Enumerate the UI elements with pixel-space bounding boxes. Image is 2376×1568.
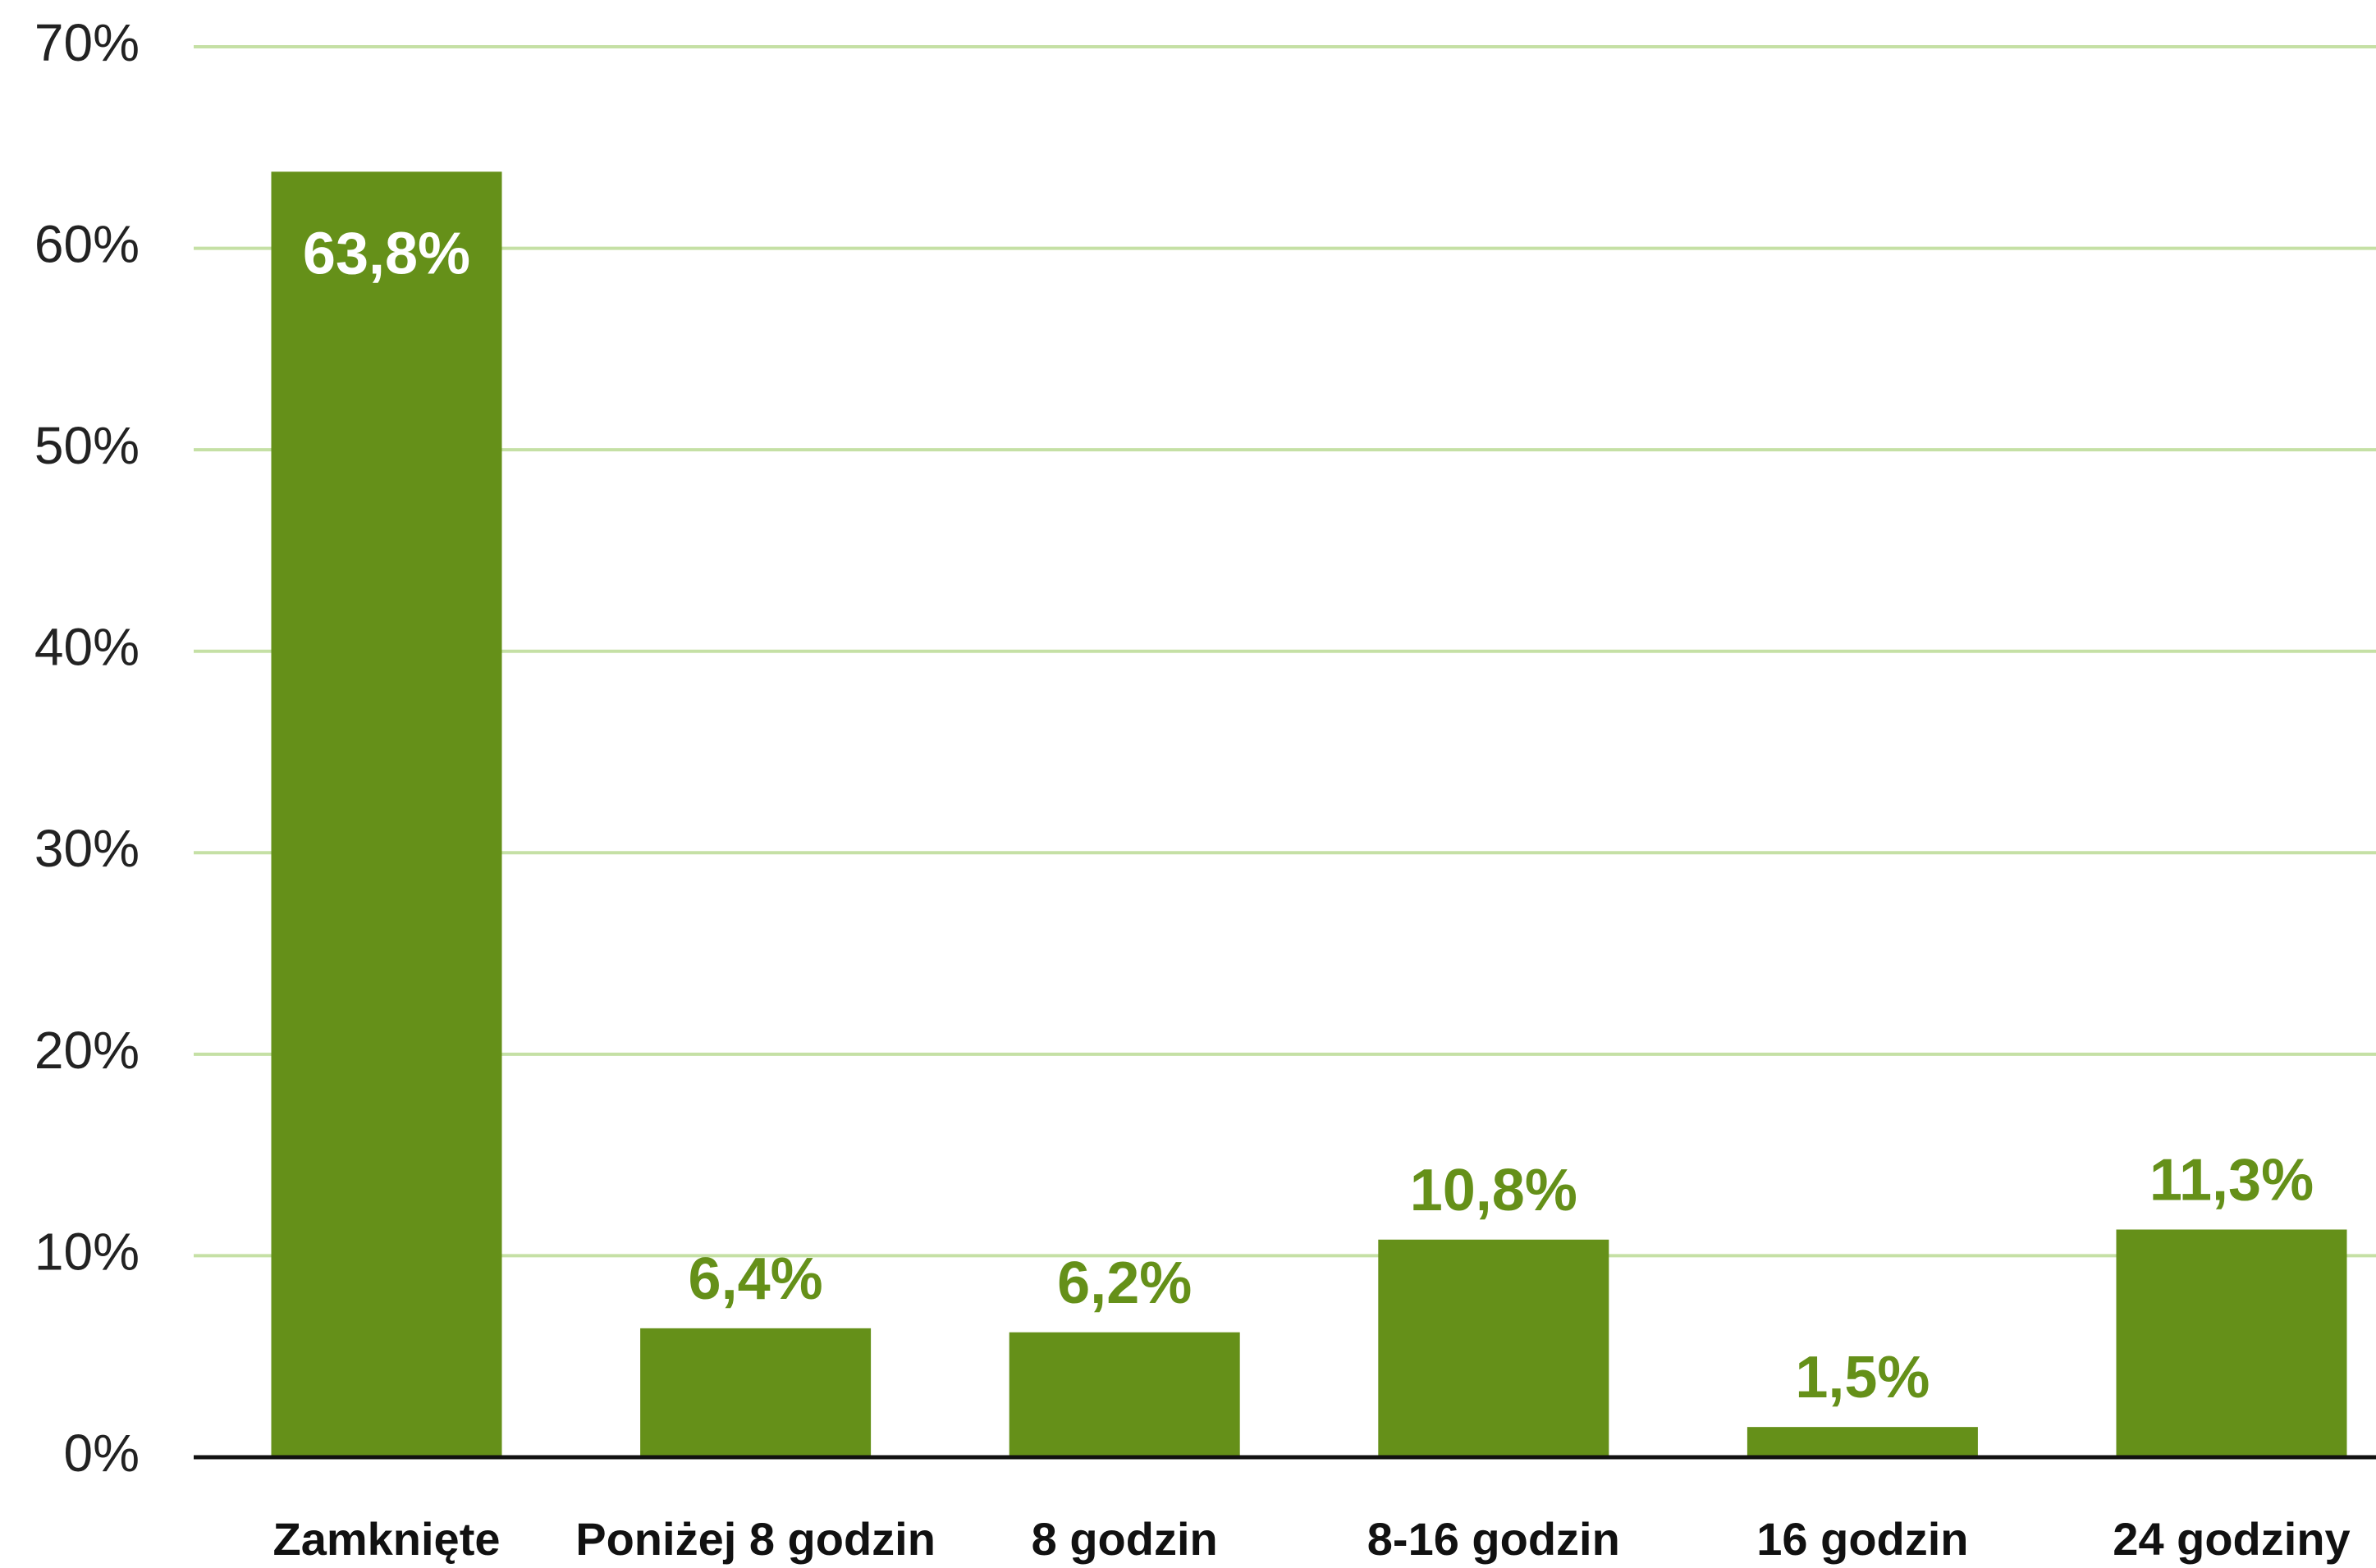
value-label: 63,8%: [303, 221, 470, 286]
value-label: 11,3%: [2149, 1148, 2314, 1214]
y-tick-label: 0%: [64, 1424, 140, 1483]
bar: [640, 1328, 872, 1457]
y-tick-label: 30%: [34, 819, 140, 878]
bar: [1378, 1239, 1609, 1457]
y-tick-label: 60%: [34, 214, 140, 273]
x-tick-label: Zamknięte: [273, 1513, 501, 1565]
x-tick-label: 8-16 godzin: [1367, 1513, 1620, 1565]
bar: [2116, 1229, 2347, 1457]
y-tick-label: 20%: [34, 1021, 140, 1080]
x-tick-label: 16 godzin: [1756, 1513, 1968, 1565]
x-tick-label: 24 godziny: [2113, 1513, 2350, 1565]
bar: [1009, 1332, 1240, 1457]
x-tick-label: 8 godzin: [1032, 1513, 1218, 1565]
y-tick-label: 50%: [34, 416, 140, 475]
value-label: 6,4%: [689, 1246, 823, 1312]
bar: [1747, 1427, 1978, 1457]
bar: [271, 171, 502, 1458]
value-label: 6,2%: [1057, 1250, 1192, 1316]
y-tick-label: 70%: [34, 13, 140, 72]
y-tick-label: 10%: [34, 1222, 140, 1281]
y-tick-label: 40%: [34, 618, 140, 677]
value-label: 10,8%: [1410, 1158, 1577, 1223]
x-tick-label: Poniżej 8 godzin: [575, 1513, 936, 1565]
value-label: 1,5%: [1795, 1345, 1930, 1410]
